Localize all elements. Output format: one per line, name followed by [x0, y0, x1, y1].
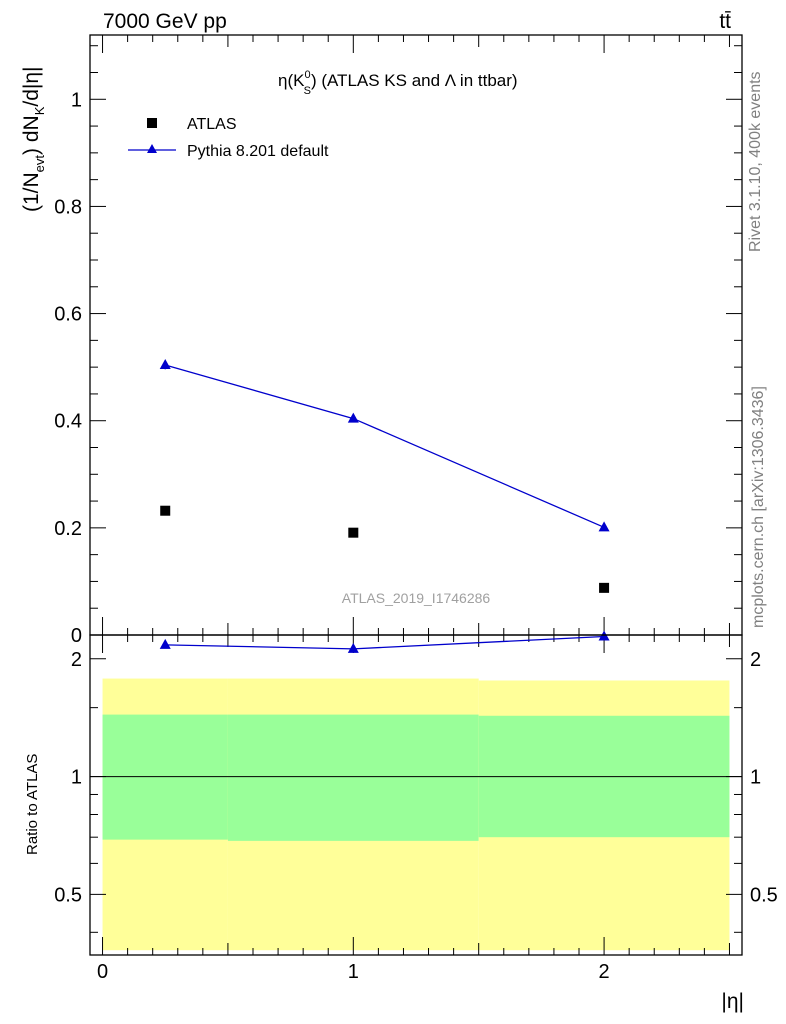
ratio-pythia-point — [159, 638, 171, 649]
energy-label: 7000 GeV pp — [103, 10, 227, 33]
ratio-y-tick-label-right: 1 — [750, 767, 761, 789]
ratio-pythia-point — [347, 642, 359, 653]
legend-atlas-label: ATLAS — [187, 116, 237, 133]
ratio-y-tick-label-right: 0.5 — [750, 884, 778, 906]
atlas-point — [348, 527, 359, 538]
ratio-y-tick-label: 1 — [71, 767, 82, 789]
ratio-pythia-line — [165, 635, 605, 650]
series-layer — [159, 359, 610, 653]
green-band-0 — [102, 714, 228, 840]
x-tick-label: 2 — [599, 961, 610, 983]
main-y-tick-label: 0.6 — [54, 304, 82, 326]
uncertainty-bands — [90, 678, 742, 951]
x-tick-label: 1 — [348, 961, 359, 983]
ratio-y-tick-label-right: 2 — [750, 649, 761, 671]
pythia-point — [598, 521, 610, 532]
rivet-label: Rivet 3.1.10, 400k events — [747, 71, 764, 252]
main-y-tick-label: 0 — [71, 625, 82, 647]
atlas-point — [160, 505, 171, 516]
legend: ATLAS Pythia 8.201 default — [128, 116, 329, 160]
source-label: mcplots.cern.ch [arXiv:1306.3436] — [750, 386, 767, 628]
ratio-y-tick-label: 2 — [71, 649, 82, 671]
pythia-point — [347, 412, 359, 423]
y-axis-label: (1/Nevt) dNK/d|η| — [20, 67, 47, 213]
ratio-y-tick-label: 0.5 — [54, 884, 82, 906]
main-y-tick-label: 0.4 — [54, 411, 82, 433]
legend-pythia-label: Pythia 8.201 default — [187, 143, 329, 160]
legend-pythia-marker — [147, 144, 157, 153]
x-tick-label: 0 — [97, 961, 108, 983]
ratio-panel-frame — [89, 634, 743, 956]
main-y-tick-label: 1 — [71, 89, 82, 111]
axis-ticks: 00.20.40.60.810.5 0.51 12 20 1 2 — [54, 35, 778, 983]
main-y-tick-label: 0.8 — [54, 196, 82, 218]
green-band-1 — [227, 714, 479, 841]
chart-title: η(K0 S) (ATLAS KS and Λ in ttbar) — [278, 69, 518, 97]
x-axis-label: |η| — [721, 990, 744, 1013]
atlas-point — [599, 582, 610, 593]
pythia-line — [165, 364, 605, 528]
analysis-id-label: ATLAS_2019_I1746286 — [342, 590, 491, 606]
main-y-tick-label: 0.2 — [54, 518, 82, 540]
legend-atlas-marker — [147, 118, 157, 128]
ratio-axis-label: Ratio to ATLAS — [24, 754, 41, 855]
pythia-point — [159, 359, 171, 369]
process-label: tt̄ — [719, 10, 731, 33]
